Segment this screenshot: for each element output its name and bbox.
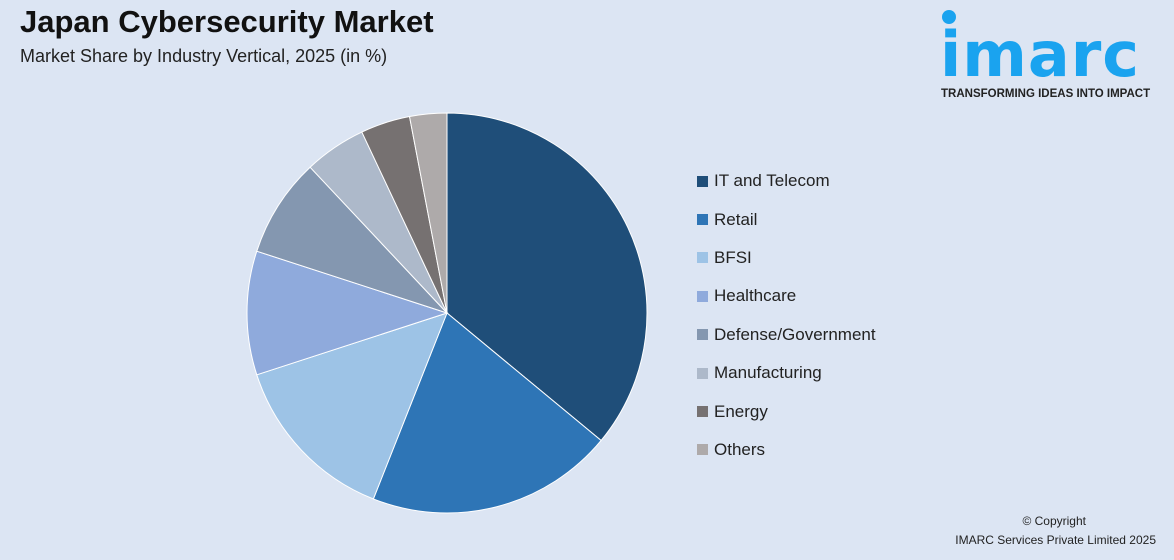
legend-swatch — [697, 329, 708, 341]
legend-label: Others — [714, 439, 766, 459]
legend-label: Defense/Government — [714, 324, 876, 344]
legend-label: Healthcare — [714, 286, 797, 306]
legend-swatch — [697, 214, 708, 226]
legend-item: IT and Telecom — [697, 162, 876, 200]
legend-label: IT and Telecom — [714, 171, 830, 191]
legend-label: Retail — [714, 209, 758, 229]
legend-swatch — [697, 175, 708, 187]
chart-title: Japan Cybersecurity Market — [20, 4, 434, 39]
pie-slice-defense-government — [256, 166, 448, 314]
pie-slice-healthcare — [246, 250, 449, 376]
legend-item: BFSI — [697, 239, 876, 277]
legend-item: Energy — [697, 392, 876, 430]
logo-wordmark: imarc — [940, 18, 1141, 91]
legend-item: Manufacturing — [697, 354, 876, 392]
legend-label: BFSI — [714, 247, 752, 267]
legend-swatch — [697, 406, 708, 418]
pie-slice-retail — [372, 312, 602, 514]
legend-item: Others — [697, 431, 876, 469]
logo-tagline: TRANSFORMING IDEAS INTO IMPACT — [941, 88, 1151, 100]
legend-swatch — [697, 367, 708, 379]
legend-item: Healthcare — [697, 277, 876, 315]
pie-slice-it-and-telecom — [446, 112, 648, 442]
legend: IT and Telecom Retail BFSI Healthcare Defens… — [697, 162, 876, 469]
copyright-company: IMARC Services Private Limited 2025 — [955, 533, 1156, 547]
legend-item: Defense/Government — [697, 316, 876, 354]
legend-swatch — [697, 444, 708, 456]
pie-slice-others — [408, 112, 448, 314]
legend-swatch — [697, 290, 708, 302]
copyright: © Copyright IMARC Services Private Limit… — [955, 512, 1156, 550]
logo-dot — [942, 10, 956, 24]
legend-item: Retail — [697, 200, 876, 238]
imarc-logo: imarc TRANSFORMING IDEAS INTO IMPACT — [936, 6, 1164, 106]
chart-subtitle: Market Share by Industry Vertical, 2025 … — [20, 46, 388, 66]
legend-label: Manufacturing — [714, 363, 822, 383]
legend-swatch — [697, 252, 708, 264]
legend-label: Energy — [714, 401, 768, 421]
copyright-label: © Copyright — [1022, 514, 1086, 528]
